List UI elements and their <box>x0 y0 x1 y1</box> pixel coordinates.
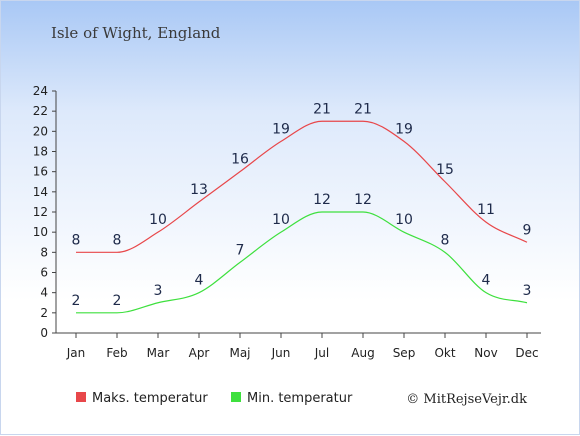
data-label: 13 <box>190 182 208 198</box>
data-label: 4 <box>195 273 204 289</box>
y-tick-label: 8 <box>40 245 48 259</box>
data-label: 8 <box>441 232 450 248</box>
x-tick-label: Feb <box>106 346 127 360</box>
data-label: 12 <box>354 192 372 208</box>
data-label: 2 <box>113 293 122 309</box>
legend-swatch <box>231 392 241 402</box>
y-tick-label: 14 <box>33 185 48 199</box>
x-tick-label: Sep <box>393 346 416 360</box>
x-tick-label: Jul <box>314 346 329 360</box>
x-tick-label: Nov <box>474 346 497 360</box>
series-layer <box>75 120 528 314</box>
data-label: 7 <box>236 242 245 258</box>
y-tick-label: 22 <box>33 104 48 118</box>
data-label: 11 <box>477 202 495 218</box>
data-label: 21 <box>313 101 331 117</box>
data-label: 15 <box>436 162 454 178</box>
x-tick-label: Aug <box>351 346 374 360</box>
legend-label: Maks. temperatur <box>92 391 208 406</box>
data-label: 8 <box>113 232 122 248</box>
data-label: 8 <box>72 232 81 248</box>
x-tick-label: Mar <box>147 346 170 360</box>
copyright-text: © MitRejseVejr.dk <box>406 392 527 407</box>
data-labels: 8 8 10 13 16 19 21 21 19 15 11 9 2 2 3 4 7 10 12 12 10 8 4 3 <box>72 101 532 309</box>
chart-title: Isle of Wight, England <box>51 24 221 42</box>
x-tick-label: Okt <box>434 346 455 360</box>
data-label: 3 <box>523 283 532 299</box>
y-tick-label: 4 <box>40 286 48 300</box>
y-tick-label: 24 <box>33 84 48 98</box>
y-tick-label: 2 <box>40 306 48 320</box>
y-tick-label: 18 <box>33 145 48 159</box>
x-tick-label: Maj <box>229 346 250 360</box>
y-tick-label: 10 <box>33 225 48 239</box>
data-label: 19 <box>395 121 413 137</box>
legend-swatch <box>76 392 86 402</box>
data-label: 3 <box>154 283 163 299</box>
x-tick-label: Jun <box>271 346 291 360</box>
data-label: 10 <box>395 212 413 228</box>
data-label: 2 <box>72 293 81 309</box>
legend-label: Min. temperatur <box>247 391 353 406</box>
data-label: 16 <box>231 152 249 168</box>
y-tick-label: 16 <box>33 165 48 179</box>
x-tick-label: Jan <box>66 346 86 360</box>
data-label: 10 <box>149 212 167 228</box>
data-label: 10 <box>272 212 290 228</box>
y-tick-label: 6 <box>40 266 48 280</box>
x-tick-label: Dec <box>515 346 538 360</box>
data-label: 4 <box>482 273 491 289</box>
data-label: 12 <box>313 192 331 208</box>
series-line-max <box>75 120 528 253</box>
y-tick-label: 12 <box>33 205 48 219</box>
x-tick-label: Apr <box>189 346 210 360</box>
y-tick-label: 0 <box>40 326 48 340</box>
data-label: 19 <box>272 121 290 137</box>
legend: Maks. temperatur Min. temperatur <box>76 391 353 406</box>
series-line-min <box>76 211 528 314</box>
data-label: 9 <box>523 222 532 238</box>
y-tick-label: 20 <box>33 124 48 138</box>
data-label: 21 <box>354 101 372 117</box>
